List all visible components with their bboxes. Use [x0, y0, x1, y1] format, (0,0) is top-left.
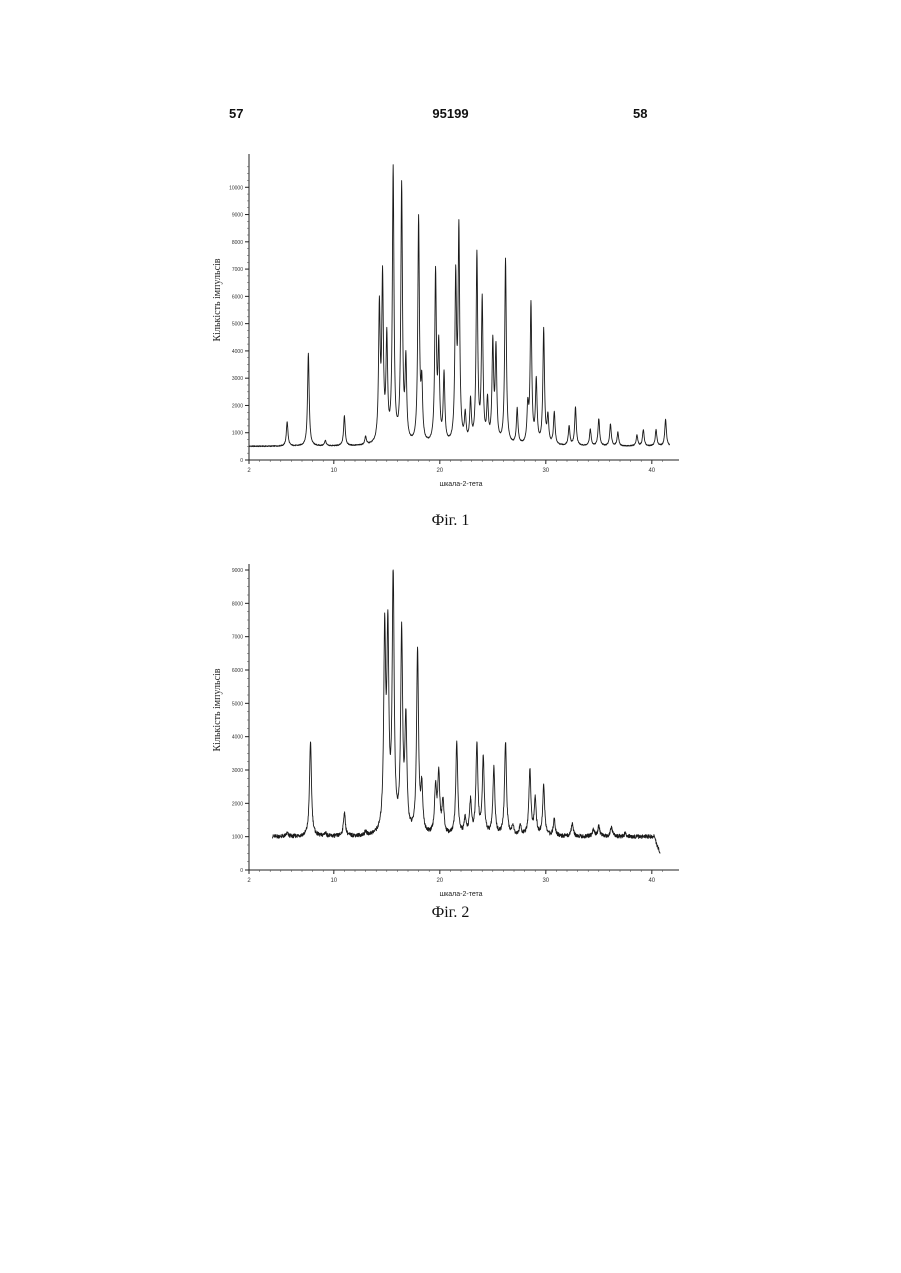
y-tick-label: 9000 — [232, 213, 243, 219]
page-number-right: 58 — [633, 106, 647, 121]
y-tick-label: 7000 — [232, 267, 243, 273]
y-tick-label: 9000 — [232, 568, 243, 574]
x-tick-label: 2 — [247, 468, 251, 474]
y-tick-label: 6000 — [232, 668, 243, 674]
x-tick-label: 20 — [436, 878, 443, 884]
y-axis-label: Кількість імпульсів — [212, 668, 223, 751]
y-tick-label: 4000 — [232, 349, 243, 355]
y-tick-label: 4000 — [232, 735, 243, 741]
y-tick-label: 5000 — [232, 322, 243, 328]
x-tick-label: 2 — [247, 878, 251, 884]
figure-1-caption: Фіг. 1 — [0, 512, 901, 530]
y-tick-label: 0 — [240, 868, 243, 874]
x-tick-label: 30 — [542, 878, 549, 884]
x-tick-label: 10 — [330, 468, 337, 474]
figure-2-caption: Фіг. 2 — [0, 904, 901, 922]
x-tick-label: 20 — [436, 468, 443, 474]
x-tick-label: 40 — [648, 878, 655, 884]
diffraction-trace — [249, 165, 670, 447]
patent-number: 95199 — [0, 106, 901, 121]
y-tick-label: 3000 — [232, 768, 243, 774]
diffraction-trace — [272, 570, 660, 854]
y-tick-label: 10000 — [229, 185, 243, 191]
y-tick-label: 8000 — [232, 601, 243, 607]
x-axis-label: шкала-2-тета — [439, 891, 482, 898]
y-tick-label: 5000 — [232, 701, 243, 707]
y-tick-label: 6000 — [232, 294, 243, 300]
y-tick-label: 1000 — [232, 431, 243, 437]
y-tick-label: 3000 — [232, 376, 243, 382]
y-axis-label: Кількість імпульсів — [212, 258, 223, 341]
x-tick-label: 10 — [330, 878, 337, 884]
x-axis-label: шкала-2-тета — [439, 481, 482, 488]
xrd-pattern-figure-2: 0 1000 2000 3000 4000 5000 6000 7000 8000 9000 2 10… — [200, 560, 690, 900]
xrd-pattern-figure-1: 0 1000 2000 3000 4000 5000 6000 7000 8000 9000 100… — [200, 150, 690, 490]
y-tick-label: 1000 — [232, 835, 243, 841]
y-tick-label: 2000 — [232, 403, 243, 409]
x-tick-label: 40 — [648, 468, 655, 474]
y-tick-label: 8000 — [232, 240, 243, 246]
y-tick-label: 0 — [240, 458, 243, 464]
y-tick-label: 7000 — [232, 635, 243, 641]
y-tick-label: 2000 — [232, 801, 243, 807]
x-tick-label: 30 — [542, 468, 549, 474]
